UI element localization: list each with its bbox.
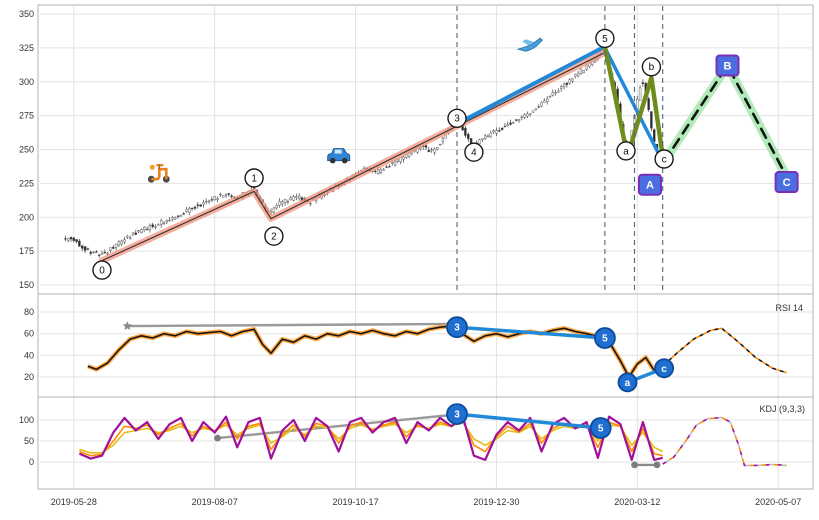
wave-marker-b: b xyxy=(641,57,662,77)
price-y-tick-label: 225 xyxy=(19,178,34,188)
kdj-j-line xyxy=(78,414,663,461)
x-tick-label: 2020-05-07 xyxy=(755,497,801,507)
indicator-marker-a: a xyxy=(617,372,638,393)
indicator-marker-5: 5 xyxy=(589,417,612,439)
plane-icon xyxy=(516,37,543,52)
kdj-y-tick-label: 100 xyxy=(19,415,34,425)
rsi-y-tick-label: 60 xyxy=(24,329,34,339)
price-y-tick-label: 175 xyxy=(19,246,34,256)
x-tick-label: 2019-10-17 xyxy=(333,497,379,507)
square-marker-label: C xyxy=(783,177,791,189)
wave-marker-label: 5 xyxy=(602,34,608,45)
wave-0-5-trendline xyxy=(98,50,607,264)
price-y-tick-label: 325 xyxy=(19,43,34,53)
indicator-marker-label: a xyxy=(625,378,631,389)
rsi-wave-3-5-connector xyxy=(455,325,607,340)
gridlines xyxy=(40,6,812,488)
rsi-y-tick-label: 20 xyxy=(24,372,34,382)
wave-marker-label: 2 xyxy=(271,232,277,243)
wave-marker-4: 4 xyxy=(464,142,484,162)
wave-marker-label: 4 xyxy=(471,148,477,159)
panel-borders xyxy=(37,4,814,490)
kdj-d-line xyxy=(79,421,664,454)
wave-marker-c: c xyxy=(654,149,674,169)
wave-marker-2: 2 xyxy=(264,226,284,246)
square-marker-A: A xyxy=(638,173,662,196)
indicator-marker-label: 5 xyxy=(602,334,608,345)
wave-marker-label: 1 xyxy=(251,173,257,184)
indicator-marker-3: 3 xyxy=(446,403,468,426)
price-y-tick-label: 250 xyxy=(19,145,34,155)
square-marker-label: A xyxy=(646,180,654,192)
wave-marker-5: 5 xyxy=(595,28,615,49)
indicator-marker-c: c xyxy=(654,358,674,379)
rsi-y-tick-label: 40 xyxy=(24,350,34,360)
abc-zigzag-line xyxy=(602,44,667,169)
rsi-trend-connector xyxy=(126,322,456,328)
dot-marker xyxy=(214,434,221,442)
price-y-tick-label: 150 xyxy=(19,280,34,290)
wave-marker-1: 1 xyxy=(244,168,264,188)
wave-marker-0: 0 xyxy=(92,260,112,280)
price-y-tick-label: 350 xyxy=(19,9,34,19)
wave-marker-label: 3 xyxy=(454,114,460,125)
x-tick-label: 2019-12-30 xyxy=(473,497,519,507)
wave-markers: 0 1 2 3 4 5 a b c xyxy=(92,28,674,280)
price-y-tick-label: 200 xyxy=(19,212,34,222)
indicator-marker-label: 3 xyxy=(454,410,460,421)
indicator-marker-5: 5 xyxy=(594,327,616,349)
wave-marker-label: b xyxy=(649,62,655,73)
kdj-y-tick-label: 0 xyxy=(29,457,34,467)
wave-marker-label: 0 xyxy=(99,265,105,276)
wave-marker-label: c xyxy=(662,154,667,165)
rsi-panel: 3 5 a c xyxy=(87,316,787,393)
indicator-marker-3: 3 xyxy=(446,316,468,339)
car-icon xyxy=(327,148,351,164)
wave-marker-3: 3 xyxy=(447,108,467,129)
rsi-y-tick-label: 80 xyxy=(24,307,34,317)
rsi-panel-label: RSI 14 xyxy=(775,303,803,313)
price-y-tick-label: 300 xyxy=(19,77,34,87)
wave-3-5-line xyxy=(455,44,607,126)
annotation-icons xyxy=(147,37,543,183)
square-marker-label: B xyxy=(723,60,731,72)
price-y-tick-label: 275 xyxy=(19,111,34,121)
square-marker-B: B xyxy=(715,54,740,77)
indicator-marker-label: 5 xyxy=(598,423,604,434)
dot-marker xyxy=(631,461,638,469)
x-tick-label: 2019-05-28 xyxy=(51,497,97,507)
x-tick-label: 2019-08-07 xyxy=(192,497,238,507)
star-marker xyxy=(122,321,133,331)
x-tick-label: 2020-03-12 xyxy=(614,497,660,507)
kdj-panel: 35 xyxy=(78,403,787,469)
wave-marker-a: a xyxy=(616,141,636,161)
square-marker-C: C xyxy=(774,171,799,193)
axis-labels: 1501752002252502753003253502040608005010… xyxy=(19,9,801,507)
dot-marker xyxy=(653,461,661,469)
kdj-panel-label: KDJ (9,3,3) xyxy=(759,404,805,414)
kdj-y-tick-label: 50 xyxy=(24,436,34,446)
scooter-icon xyxy=(147,164,170,183)
indicator-marker-label: c xyxy=(661,364,667,375)
wave-marker-label: a xyxy=(623,146,629,157)
event-lines xyxy=(456,6,664,292)
kdj-trend-connector xyxy=(216,413,453,440)
square-markers: A B C xyxy=(638,54,799,196)
rsi-line xyxy=(87,325,664,378)
indicator-marker-label: 3 xyxy=(454,323,460,334)
kdj-wave-3-5-connector xyxy=(455,412,603,430)
